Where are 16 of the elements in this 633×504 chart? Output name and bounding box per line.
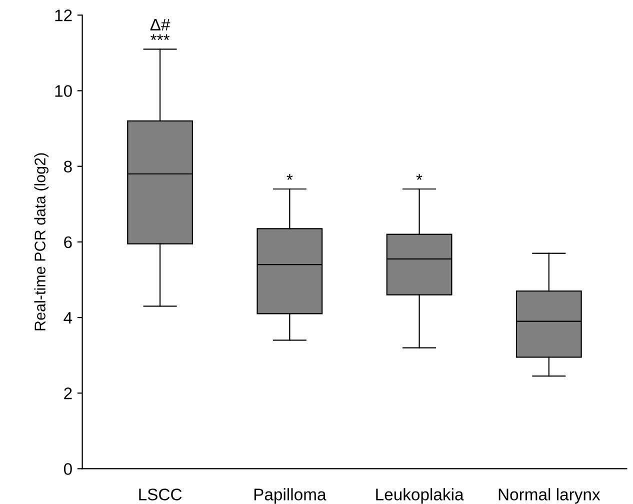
x-tick-label: Papilloma	[254, 488, 326, 504]
x-tick-label: Normal larynx	[498, 488, 600, 504]
x-tick-label: LSCC	[139, 488, 182, 500]
y-tick-label: 10	[55, 85, 72, 97]
x-tick-label: Leukoplakia	[376, 488, 464, 504]
annotation: *	[416, 174, 422, 180]
y-tick-label: 6	[64, 236, 72, 248]
y-tick-label: 4	[64, 312, 72, 324]
y-axis-title: Real-time PCR data (log2)	[34, 153, 48, 330]
annotation: Δ#	[150, 18, 170, 30]
annotation: *	[286, 174, 293, 180]
y-tick-label: 0	[64, 463, 72, 475]
y-tick-label: 8	[64, 160, 72, 173]
y-tick-label: 2	[64, 388, 72, 400]
annotation: ***	[150, 34, 170, 40]
y-tick-label: 12	[55, 10, 72, 22]
